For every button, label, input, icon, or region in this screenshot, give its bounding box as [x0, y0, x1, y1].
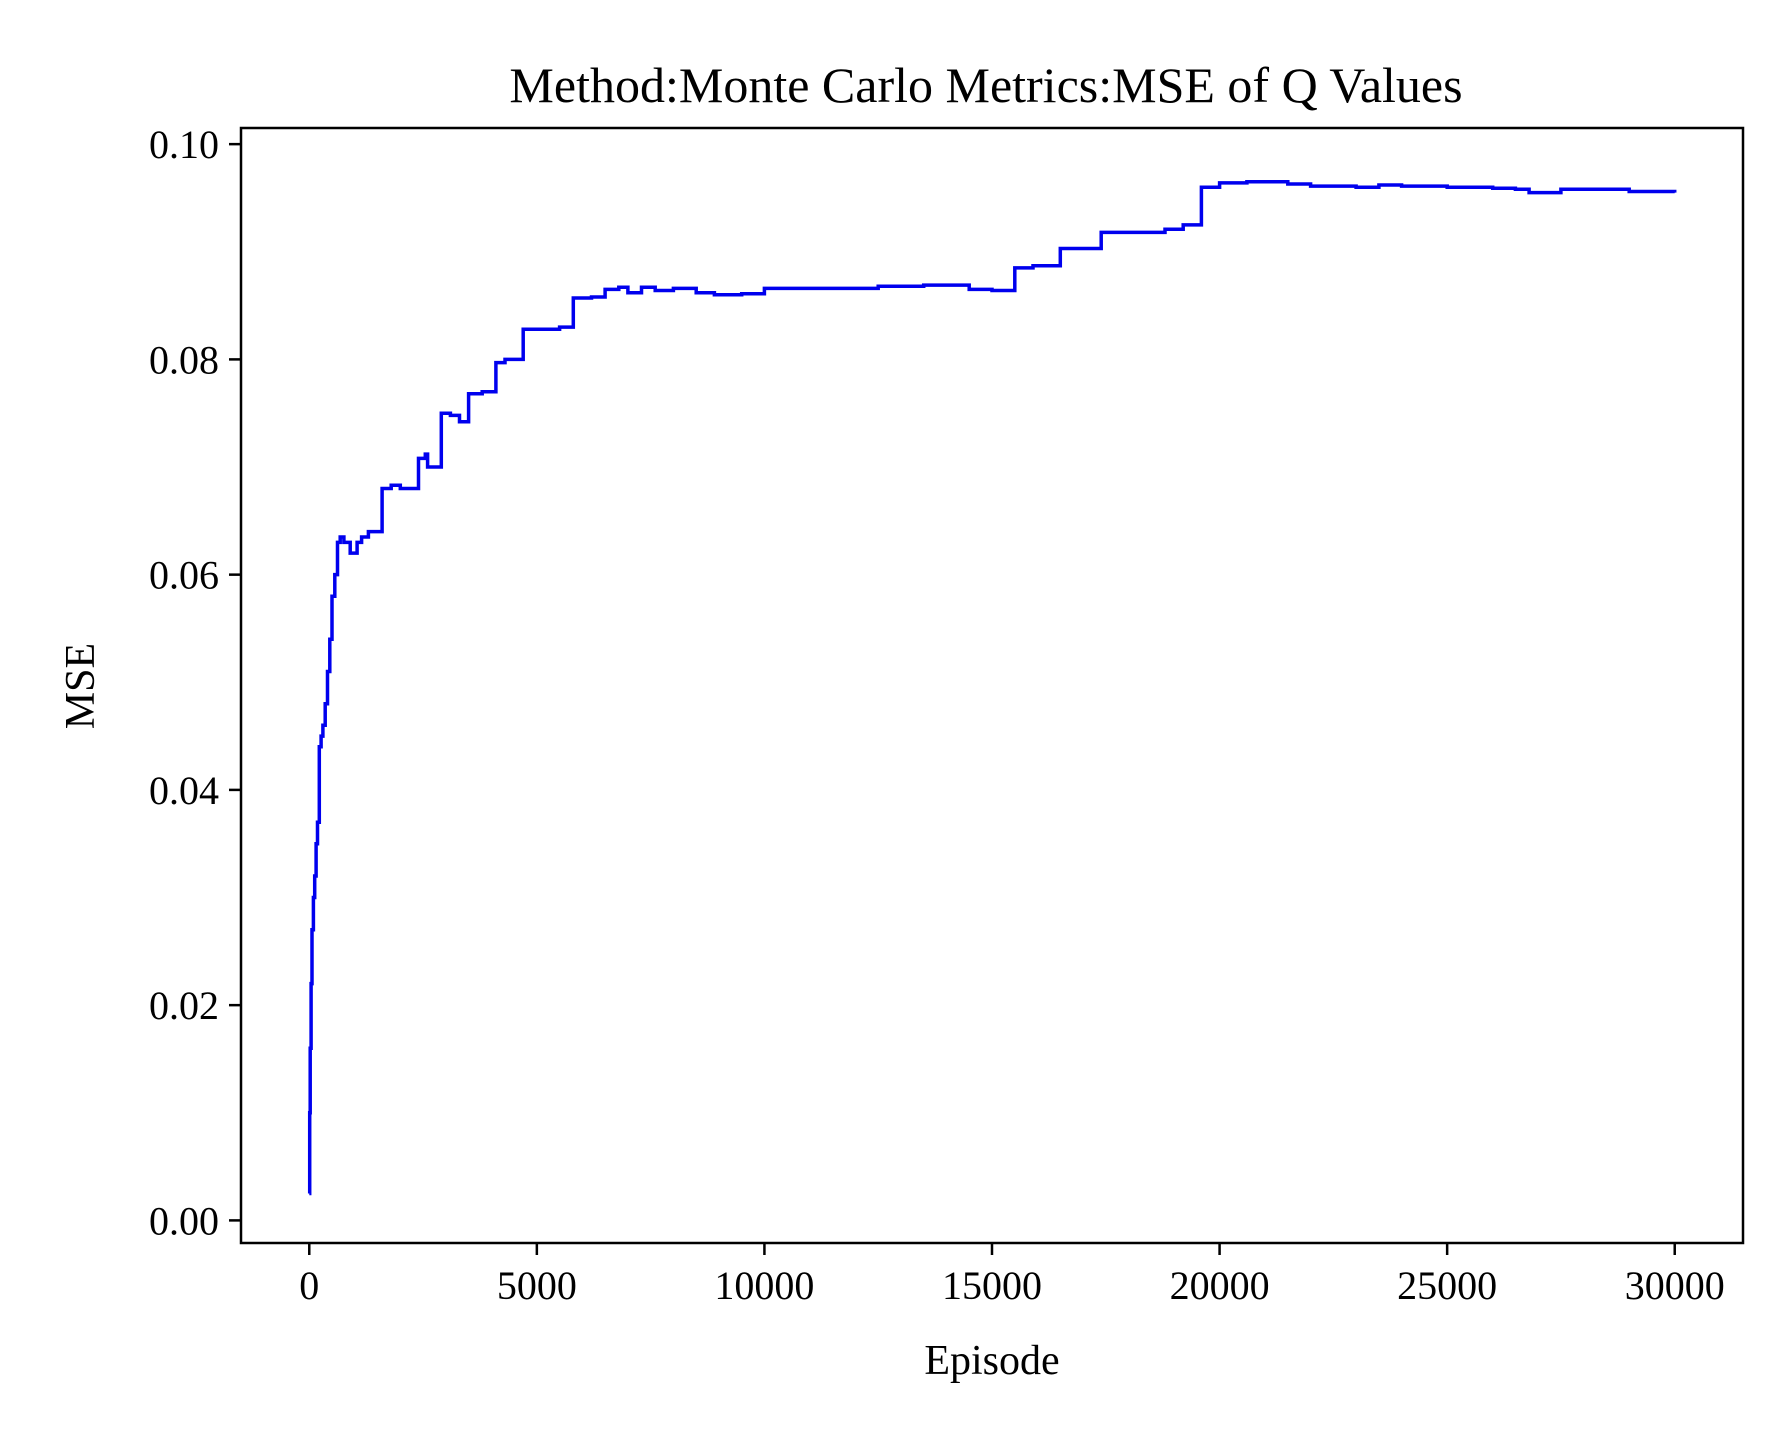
x-tick-label: 30000: [1625, 1263, 1725, 1308]
x-tick-label: 15000: [942, 1263, 1042, 1308]
y-tick-label: 0.04: [149, 768, 219, 813]
y-tick-label: 0.08: [149, 337, 219, 382]
y-tick-label: 0.06: [149, 553, 219, 598]
x-tick-label: 5000: [497, 1263, 577, 1308]
x-tick-label: 10000: [714, 1263, 814, 1308]
plot-area: [239, 126, 1745, 1245]
y-tick-label: 0.00: [149, 1198, 219, 1243]
chart-title: Method:Monte Carlo Metrics:MSE of Q Valu…: [509, 57, 1462, 113]
y-axis-ticks: 0.00 0.02 0.04 0.06 0.08 0.10: [149, 122, 241, 1243]
x-tick-label: 25000: [1397, 1263, 1497, 1308]
y-axis-label: MSE: [58, 643, 104, 729]
y-tick-label: 0.02: [149, 983, 219, 1028]
axes-frame: [239, 126, 1745, 1245]
series-line: [307, 180, 1677, 1196]
x-axis-label: Episode: [924, 1338, 1059, 1384]
x-tick-label: 20000: [1170, 1263, 1270, 1308]
y-tick-label: 0.10: [149, 122, 219, 167]
x-tick-label: 0: [299, 1263, 319, 1308]
x-axis-ticks: 0 5000 10000 15000 20000 25000 30000: [299, 1243, 1725, 1308]
series-layer: [307, 180, 1677, 1196]
